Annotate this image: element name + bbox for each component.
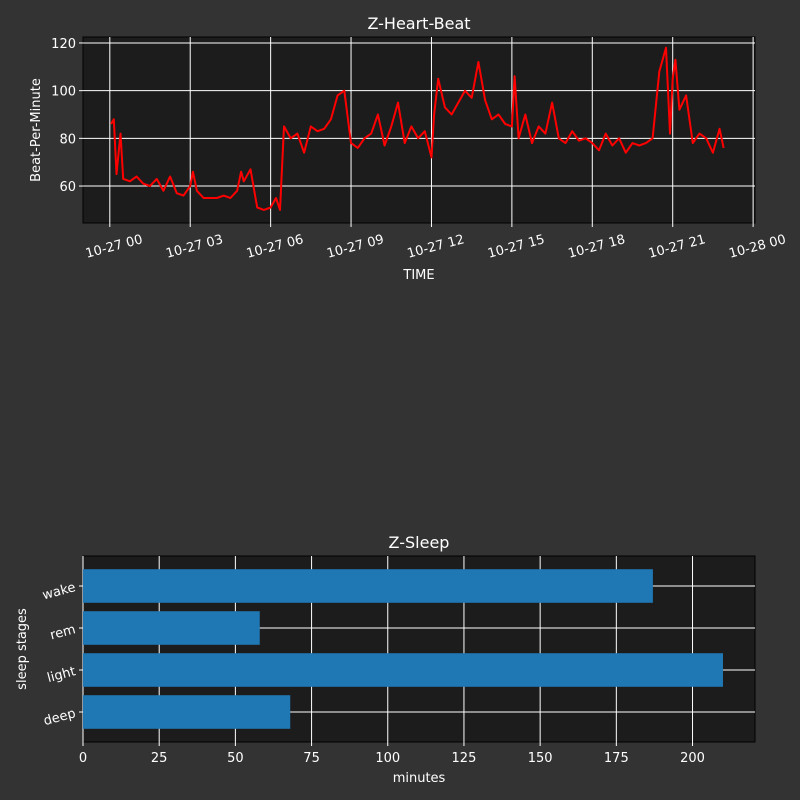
- sleep-y-tick-label: light: [46, 664, 78, 686]
- heart-plot-area: [82, 36, 756, 224]
- heart-y-tick-label: 120: [51, 37, 76, 52]
- sleep-y-axis-label: sleep stages: [15, 608, 30, 690]
- sleep-bar-wake: [83, 569, 653, 603]
- heart-y-tick-label: 100: [51, 85, 76, 100]
- sleep-x-tick-label: 175: [604, 751, 629, 766]
- sleep-x-tick-label: 100: [375, 751, 400, 766]
- sleep-bar-light: [83, 653, 723, 687]
- sleep-x-tick-label: 25: [151, 751, 168, 766]
- sleep-chart: Z-Sleep 0 25 50 75 100 125 150 175 200 deeplight…: [15, 533, 756, 786]
- sleep-x-tick-label: 75: [303, 751, 320, 766]
- heart-y-tick-label: 60: [59, 180, 76, 195]
- sleep-x-tick-label: 200: [680, 751, 705, 766]
- heart-x-axis-label: TIME: [402, 268, 434, 283]
- heart-chart-title: Z-Heart-Beat: [367, 14, 470, 33]
- sleep-x-tick-label: 0: [79, 751, 87, 766]
- sleep-chart-title: Z-Sleep: [389, 533, 450, 552]
- heart-y-tick-label: 80: [59, 132, 76, 147]
- sleep-x-tick-label: 125: [452, 751, 477, 766]
- heart-rate-series-line: [110, 46, 725, 211]
- sleep-x-tick-label: 50: [227, 751, 244, 766]
- heart-y-axis-label: Beat-Per-Minute: [29, 78, 44, 182]
- sleep-x-tick-label: 150: [528, 751, 553, 766]
- sleep-x-axis-label: minutes: [393, 771, 446, 786]
- sleep-bar-deep: [83, 695, 291, 729]
- sleep-y-tick-label: rem: [49, 622, 78, 643]
- sleep-bar-rem: [83, 611, 260, 645]
